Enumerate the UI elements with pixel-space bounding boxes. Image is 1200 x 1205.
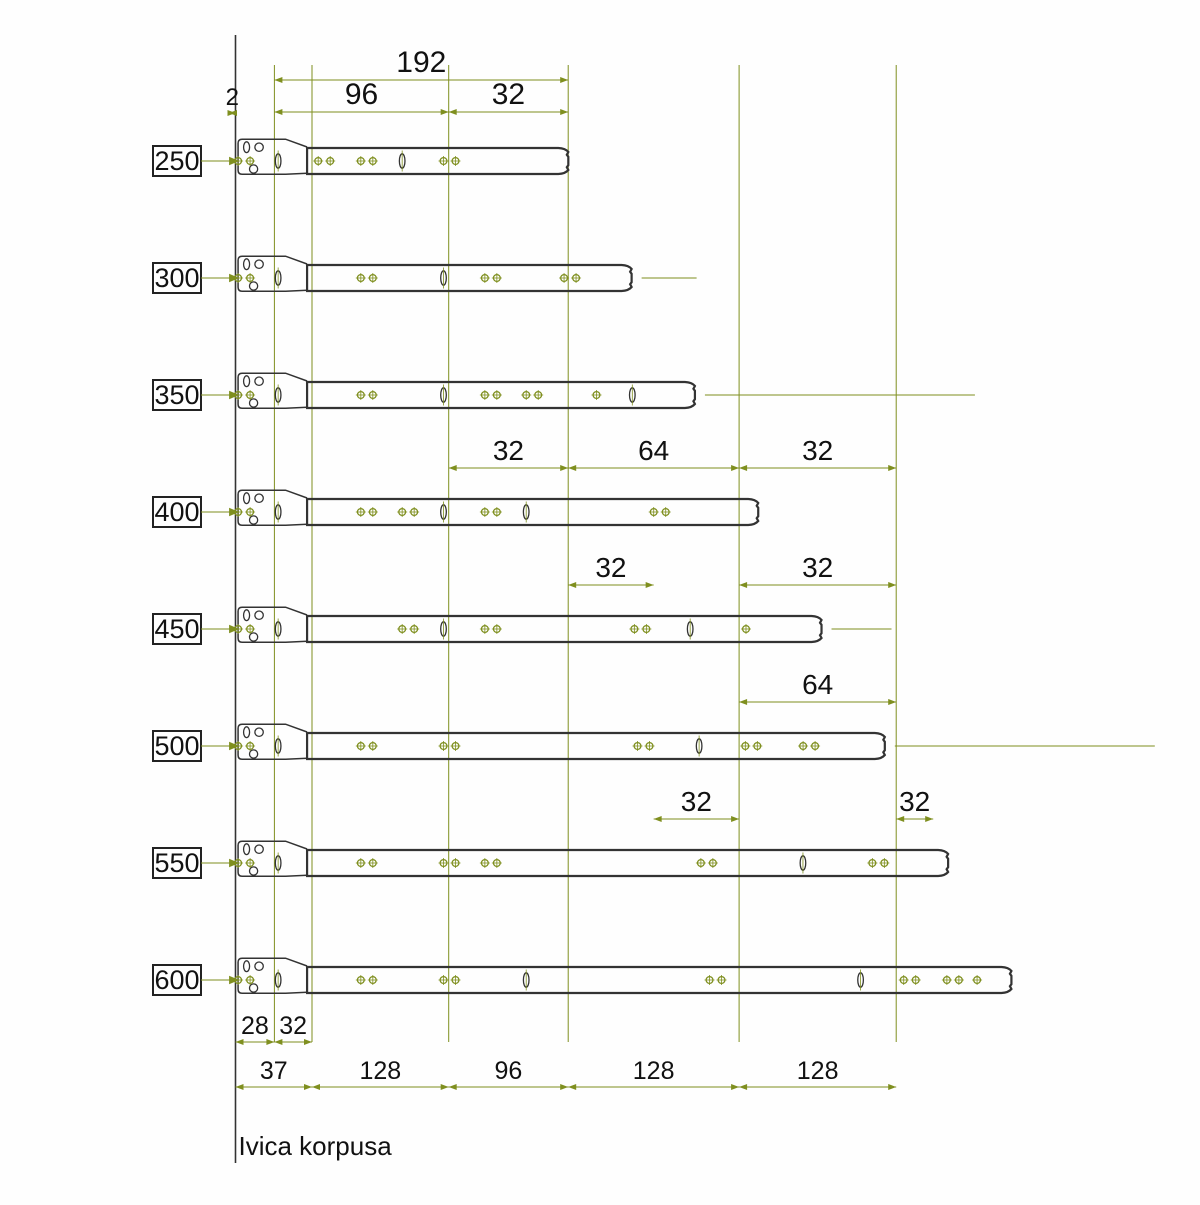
svg-text:128: 128	[797, 1057, 839, 1085]
svg-text:600: 600	[154, 965, 199, 995]
svg-text:64: 64	[802, 669, 833, 700]
svg-text:350: 350	[154, 380, 199, 410]
svg-text:37: 37	[260, 1057, 288, 1085]
svg-text:32: 32	[279, 1012, 307, 1040]
svg-text:32: 32	[899, 786, 930, 817]
svg-text:128: 128	[359, 1057, 401, 1085]
svg-text:96: 96	[495, 1057, 523, 1085]
svg-text:2: 2	[226, 84, 239, 111]
svg-text:300: 300	[154, 263, 199, 293]
svg-text:32: 32	[802, 552, 833, 583]
svg-text:32: 32	[493, 435, 524, 466]
svg-text:Ivica korpusa: Ivica korpusa	[239, 1131, 393, 1161]
svg-text:64: 64	[638, 435, 669, 466]
svg-text:32: 32	[492, 78, 525, 111]
svg-text:32: 32	[681, 786, 712, 817]
svg-text:550: 550	[154, 848, 199, 878]
svg-text:128: 128	[633, 1057, 675, 1085]
svg-text:500: 500	[154, 731, 199, 761]
svg-text:32: 32	[595, 552, 626, 583]
svg-text:192: 192	[396, 46, 446, 79]
svg-text:96: 96	[345, 78, 378, 111]
svg-text:400: 400	[154, 497, 199, 527]
svg-text:450: 450	[154, 614, 199, 644]
svg-text:28: 28	[241, 1012, 269, 1040]
svg-text:32: 32	[802, 435, 833, 466]
svg-text:250: 250	[154, 146, 199, 176]
